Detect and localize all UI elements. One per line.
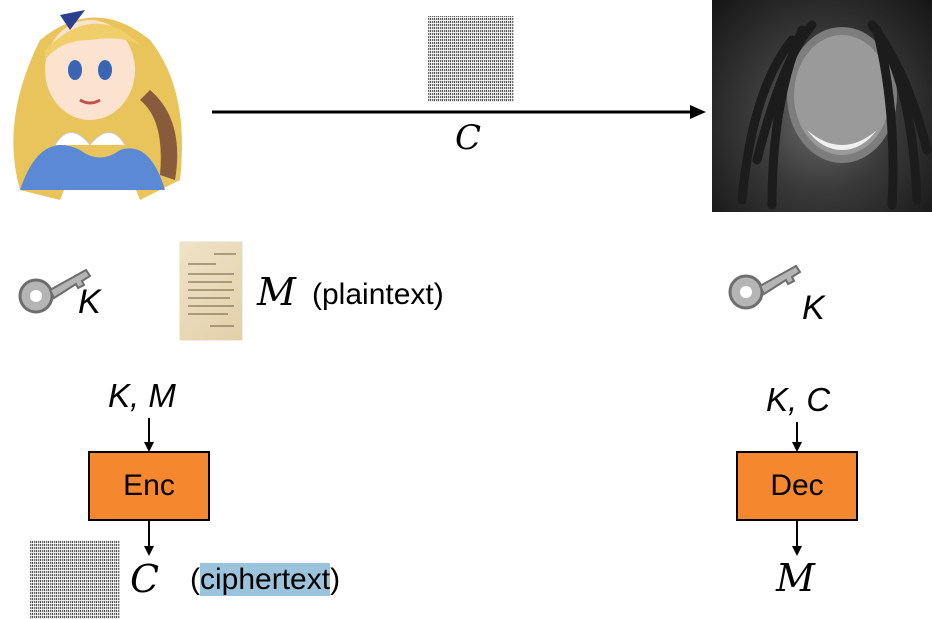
alice-illustration — [13, 10, 183, 200]
ciphertext-image-top — [428, 16, 514, 102]
encryption-box: Enc — [88, 451, 210, 521]
letter-image — [180, 242, 242, 340]
key-icon — [18, 268, 92, 314]
encryption-input-arrow — [144, 418, 154, 452]
plaintext-symbol: M — [257, 270, 296, 314]
ciphertext-note: (ciphertext) — [190, 563, 341, 596]
encryption-output: C — [130, 557, 160, 601]
plaintext-note: (plaintext) — [312, 278, 444, 311]
decryption-input-arrow — [792, 422, 802, 452]
ciphertext-image-bottom — [30, 540, 120, 619]
key-icon — [728, 264, 802, 310]
bob-key-label: K — [802, 289, 825, 327]
alice-key-label: K — [78, 283, 101, 321]
decryption-output-arrow — [792, 520, 802, 556]
decryption-box: Dec — [736, 451, 858, 521]
channel-label: C — [455, 118, 482, 158]
encryption-inputs: K, M — [108, 377, 176, 414]
encryption-output-arrow — [144, 520, 154, 556]
bob-photo — [712, 0, 932, 212]
channel-arrow — [212, 105, 706, 119]
decryption-output: M — [776, 556, 815, 600]
decryption-inputs: K, C — [766, 381, 831, 418]
